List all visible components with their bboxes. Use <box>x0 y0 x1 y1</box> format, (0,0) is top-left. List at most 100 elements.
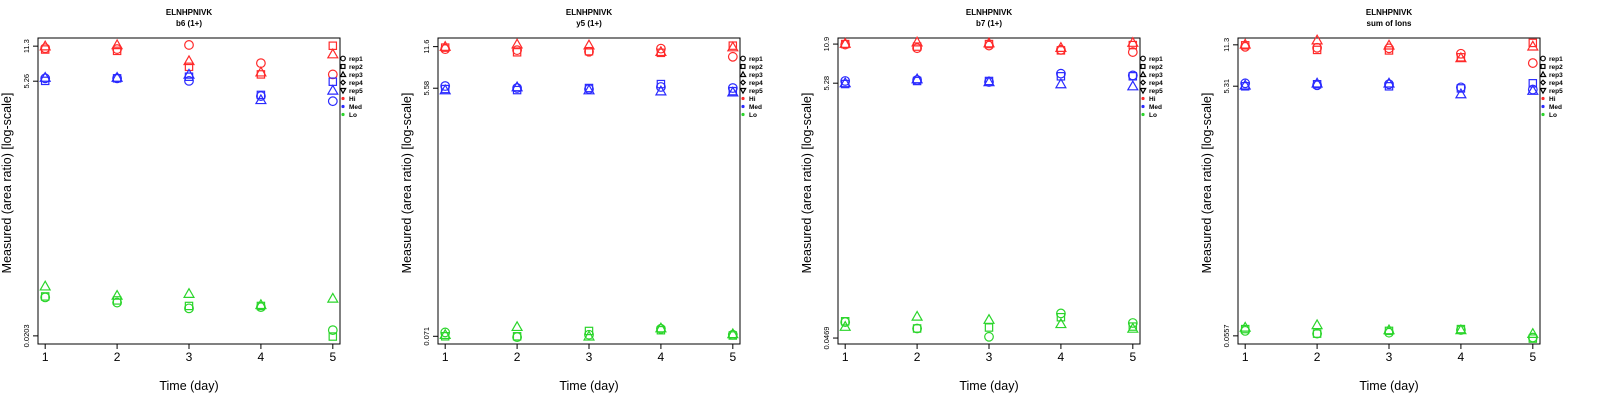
data-point-hi-triangle-up <box>111 38 124 50</box>
data-point-lo-triangle-up <box>1526 327 1539 338</box>
legend-marker-rep2 <box>740 63 746 70</box>
data-point-lo-square <box>584 326 594 336</box>
legend-marker-med <box>341 104 345 109</box>
legend-label: rep1 <box>749 56 763 63</box>
data-point-hi-square <box>112 46 122 56</box>
data-point-lo-circle <box>1127 318 1138 328</box>
data-point-hi-circle <box>40 43 51 54</box>
data-point-hi-triangle-up <box>839 37 852 48</box>
data-point-med-square <box>656 79 666 89</box>
data-point-lo-circle <box>912 323 922 334</box>
data-point-hi-triangle-up <box>654 45 667 57</box>
data-point-med-circle <box>1384 79 1394 90</box>
data-point-hi-triangle-up <box>1239 38 1252 49</box>
data-point-hi-square <box>1056 46 1066 55</box>
legend-label: Lo <box>1549 112 1557 119</box>
data-point-med-circle <box>727 83 738 93</box>
chart-panel-1: ELNHPNIVK b6 (1+) 1 2 3 4 5 0.0203 5.26 11.3 Time … <box>0 8 363 393</box>
legend-label: Lo <box>1149 112 1157 119</box>
data-point-med-square <box>1384 82 1394 91</box>
legend-marker-rep5 <box>739 87 747 95</box>
legend-marker-lo <box>1141 112 1145 117</box>
data-point-med-triangle-up <box>111 71 124 82</box>
data-point-hi-circle <box>327 69 338 80</box>
y-tick-label: 0.0557 <box>1222 324 1231 347</box>
x-tick-label: 3 <box>1386 350 1393 364</box>
x-tick-label: 1 <box>1242 350 1249 364</box>
plot-frame <box>37 37 341 345</box>
legend-label: rep1 <box>1549 56 1563 63</box>
y-axis-label: Measured (area ratio) [log-scale] <box>1200 93 1214 274</box>
data-point-hi-triangle-up <box>1054 41 1067 52</box>
data-point-hi-square <box>1384 46 1394 55</box>
data-point-med-triangle-up <box>511 80 524 92</box>
legend-label: rep2 <box>1149 64 1163 71</box>
data-point-med-triangle-up <box>839 76 852 88</box>
data-point-lo-circle <box>984 331 994 342</box>
legend-label: rep3 <box>1549 72 1563 79</box>
data-point-med-triangle-up <box>326 84 339 95</box>
chart-title: ELNHPNIVK <box>166 8 212 17</box>
x-tick-label: 5 <box>1129 350 1136 364</box>
data-point-med-circle <box>184 75 194 86</box>
legend-marker-hi <box>341 96 345 101</box>
plot-frame <box>837 37 1141 345</box>
data-point-lo-square <box>1056 312 1066 322</box>
legend-label: rep2 <box>349 64 363 71</box>
y-axis-label: Measured (area ratio) [log-scale] <box>400 93 414 274</box>
legend-marker-rep3 <box>1139 70 1147 78</box>
legend-marker-rep2 <box>340 63 346 70</box>
data-point-hi-triangle-up <box>511 38 524 49</box>
legend-label: rep3 <box>749 72 763 79</box>
x-axis-label: Time (day) <box>959 379 1018 393</box>
legend-marker-rep1 <box>1540 55 1546 62</box>
data-point-hi-triangle-up <box>983 36 995 48</box>
data-point-med-triangle-up <box>583 83 595 95</box>
legend-label: rep2 <box>749 64 763 71</box>
legend-marker-rep1 <box>740 55 746 62</box>
x-tick-label: 4 <box>1458 350 1465 364</box>
legend-label: rep1 <box>1149 56 1163 63</box>
legend-marker-med <box>1141 104 1145 109</box>
x-tick-label: 2 <box>514 350 521 364</box>
legend-marker-rep5 <box>1139 87 1147 95</box>
legend-label: rep2 <box>1549 64 1563 71</box>
legend-label: rep3 <box>349 72 363 79</box>
x-tick-label: 5 <box>1529 350 1536 364</box>
legend-label: rep3 <box>1149 72 1163 79</box>
data-point-hi-circle <box>1127 47 1138 57</box>
data-point-med-triangle-up <box>1311 77 1324 88</box>
chart-subtitle: b6 (1+) <box>176 19 202 28</box>
x-tick-label: 2 <box>1314 350 1321 364</box>
data-point-med-circle <box>40 73 51 84</box>
data-point-lo-square <box>984 323 994 332</box>
chart-subtitle: sum of Ions <box>1367 19 1412 28</box>
legend-marker-med <box>1541 104 1545 109</box>
data-point-lo-square <box>40 292 50 301</box>
data-point-hi-circle <box>1456 48 1466 59</box>
legend-marker-med <box>741 104 745 109</box>
data-point-med-circle <box>112 73 122 84</box>
y-tick-label: 5.26 <box>22 74 31 89</box>
data-point-lo-triangle-up <box>111 289 124 300</box>
y-tick-label: 10.9 <box>822 37 831 52</box>
data-point-med-triangle-up <box>983 75 995 87</box>
y-axis-label: Measured (area ratio) [log-scale] <box>800 93 814 274</box>
data-point-med-circle <box>1056 68 1066 79</box>
data-point-hi-square <box>512 48 522 57</box>
data-point-hi-triangle-up <box>1383 39 1395 50</box>
data-point-lo-square <box>512 332 522 341</box>
chart-panel-4: ELNHPNIVK sum of Ions 1 2 3 4 5 0.0557 5.31 11.3 T… <box>1200 8 1563 393</box>
x-tick-label: 1 <box>842 350 849 364</box>
data-point-lo-triangle-up <box>654 321 667 333</box>
data-point-med-triangle-up <box>1126 79 1139 91</box>
x-tick-label: 3 <box>586 350 593 364</box>
y-tick-label: 5.58 <box>422 81 431 96</box>
legend-label: Hi <box>749 96 756 103</box>
legend-marker-lo <box>341 112 345 117</box>
data-point-med-triangle-up <box>183 68 195 79</box>
data-point-hi-circle <box>912 43 922 54</box>
y-tick-label: 5.28 <box>822 76 831 91</box>
legend-marker-rep4 <box>1139 79 1147 86</box>
